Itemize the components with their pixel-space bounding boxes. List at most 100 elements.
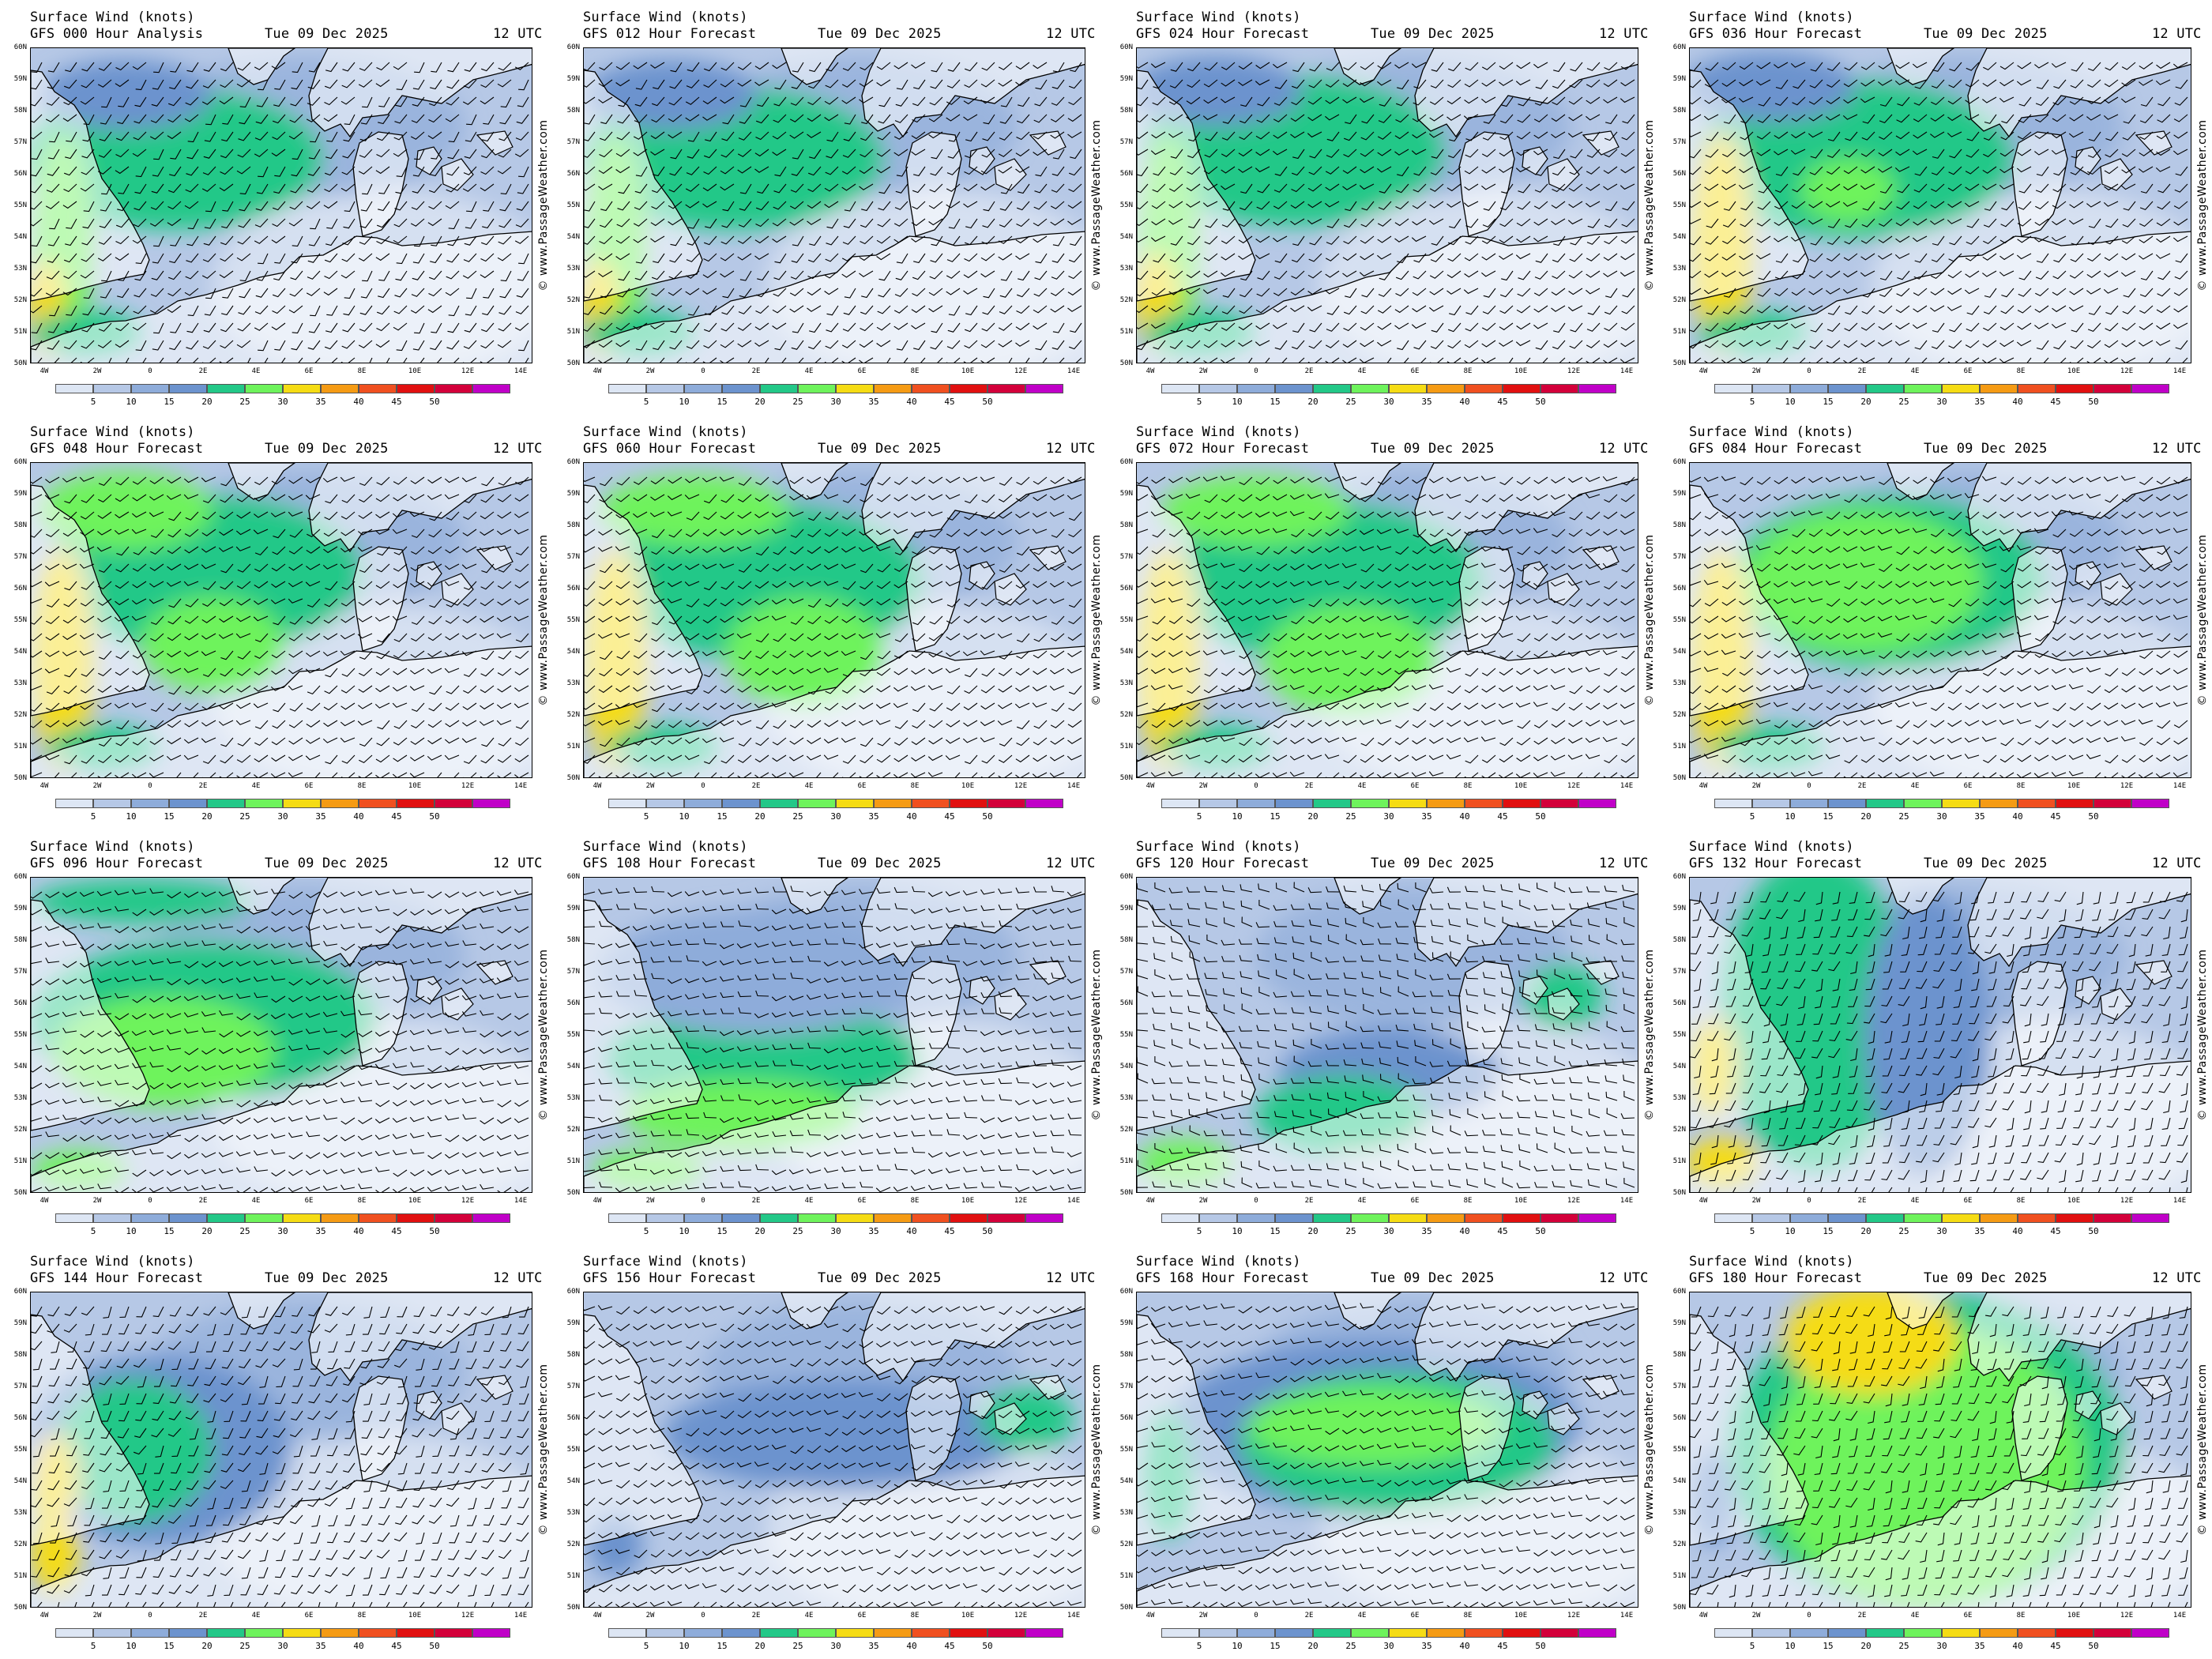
- wind-barb: [2121, 581, 2136, 589]
- wind-barb: [1059, 357, 1065, 363]
- wind-barb: [168, 511, 182, 521]
- wind-barb: [1324, 737, 1340, 743]
- wind-barb: [1342, 183, 1357, 190]
- wind-barb: [1289, 771, 1305, 777]
- wind-barb: [1360, 218, 1375, 228]
- wind-barb: [1033, 218, 1048, 227]
- wind-barb: [272, 218, 286, 228]
- wind-barb: [132, 322, 147, 331]
- wind-barb: [202, 754, 216, 765]
- wind-barb: [184, 288, 199, 296]
- wind-barb: [1051, 253, 1065, 263]
- wind-barb: [1150, 772, 1166, 777]
- wind-barb: [427, 494, 442, 500]
- wind-barb: [204, 131, 216, 142]
- wind-barb: [615, 166, 630, 174]
- wind-barb: [1032, 685, 1048, 692]
- legend-value: 35: [868, 811, 879, 822]
- wind-barb: [2156, 62, 2171, 70]
- wind-barb: [375, 79, 390, 88]
- wind-barb: [1533, 511, 1548, 517]
- wind-barb: [2155, 598, 2171, 604]
- wind-barb: [184, 529, 199, 537]
- wind-barb: [668, 650, 683, 658]
- wind-barb: [2156, 563, 2171, 572]
- wind-barb: [1791, 218, 1806, 226]
- wind-barb: [428, 702, 442, 712]
- wind-barb: [114, 961, 130, 966]
- wind-barb: [2052, 615, 2067, 625]
- wind-barb: [1016, 476, 1030, 486]
- wind-barb: [378, 270, 390, 281]
- wind-barb: [1203, 511, 1218, 520]
- wind-barb: [201, 546, 216, 553]
- wind-barb: [930, 340, 943, 350]
- wind-barb: [1774, 633, 1789, 642]
- wind-barb: [2103, 737, 2119, 743]
- wind-barb: [2087, 253, 2101, 262]
- wind-barb: [824, 201, 839, 209]
- wind-barb: [1914, 166, 1928, 176]
- wind-barb: [462, 183, 477, 192]
- lon-label: 0: [701, 367, 705, 375]
- wind-barb: [1255, 685, 1270, 692]
- wind-barb: [1947, 357, 1962, 363]
- wind-barb: [667, 598, 683, 604]
- wind-barb: [1999, 581, 2014, 589]
- wind-barb: [1690, 270, 1702, 279]
- wind-barb: [962, 737, 978, 743]
- wind-barb: [1325, 270, 1340, 278]
- wind-barb: [186, 166, 199, 176]
- wind-barb: [704, 754, 717, 765]
- wind-barb: [205, 288, 216, 299]
- wind-barb: [809, 322, 822, 333]
- wind-barb: [841, 720, 856, 727]
- wind-barb: [737, 581, 752, 589]
- wind-barb: [600, 650, 613, 660]
- wind-barb: [1897, 183, 1910, 194]
- wind-barb: [497, 511, 512, 519]
- wind-barb: [131, 511, 147, 518]
- wind-barb: [1429, 201, 1444, 209]
- wind-barb: [1203, 183, 1218, 191]
- wind-barb: [669, 166, 683, 176]
- wind-barb: [1273, 754, 1288, 762]
- wind-barb: [1721, 511, 1736, 519]
- legend-value: 30: [277, 811, 288, 822]
- wind-barb: [875, 546, 891, 551]
- wind-barb: [1379, 183, 1392, 194]
- wind-barb: [410, 218, 425, 227]
- wind-barb: [1965, 357, 1980, 363]
- wind-barb: [1307, 668, 1322, 673]
- wind-barb: [1912, 511, 1928, 517]
- wind-barb: [2156, 218, 2171, 227]
- wind-barb: [635, 79, 648, 90]
- lat-label: 51N: [13, 743, 27, 750]
- wind-barb: [515, 476, 529, 486]
- wind-barb: [2033, 772, 2049, 777]
- wind-barb: [288, 908, 303, 916]
- wind-barb: [498, 322, 512, 332]
- island-outline: [476, 130, 514, 156]
- wind-barb: [340, 563, 356, 569]
- wind-barb: [2157, 288, 2171, 297]
- wind-barb: [1620, 702, 1635, 709]
- wind-barb: [480, 685, 495, 694]
- wind-barb: [483, 114, 495, 125]
- wind-barb: [236, 494, 251, 502]
- wind-barb: [1879, 270, 1893, 280]
- wind-barb: [183, 925, 199, 931]
- wind-barb: [453, 772, 460, 777]
- wind-barb: [117, 114, 130, 125]
- wind-barb: [430, 166, 442, 177]
- wind-barb: [46, 511, 60, 521]
- wind-barb: [1913, 270, 1928, 280]
- wind-barb: [1431, 62, 1444, 72]
- wind-barb: [893, 563, 908, 572]
- lat-label: 58N: [13, 107, 27, 115]
- wind-barb: [1152, 702, 1166, 712]
- wind-barb: [1620, 253, 1635, 261]
- wind-barb: [239, 201, 251, 212]
- wind-barb: [444, 925, 460, 931]
- wind-barb: [2000, 476, 2014, 486]
